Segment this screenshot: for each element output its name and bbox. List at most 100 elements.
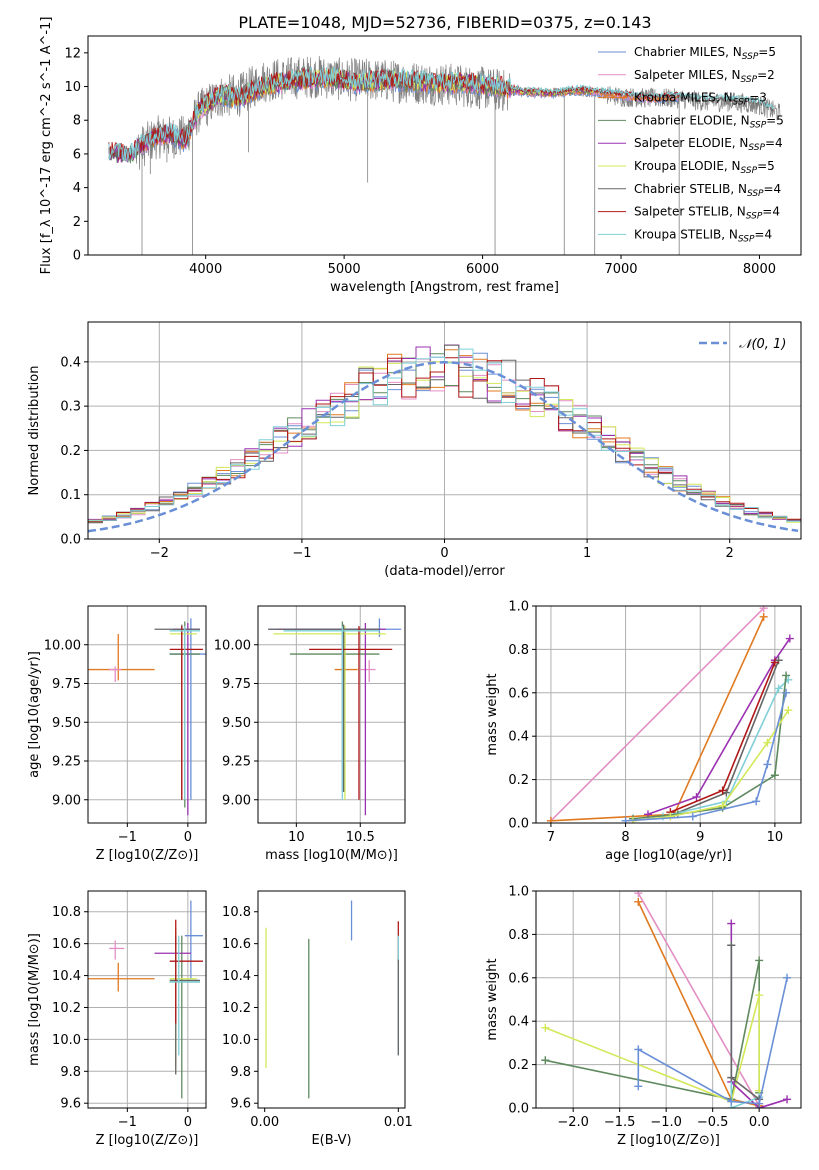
y-tick-label: 10.00: [214, 638, 251, 653]
x-tick-label: 0.0: [749, 1115, 770, 1130]
x-axis-label: Z [log10(Z/Z⊙)]: [617, 1133, 720, 1148]
mass-weight-marker: [621, 816, 630, 823]
y-tick-label: 0.2: [508, 1058, 529, 1073]
y-tick-label: 0.4: [508, 730, 529, 745]
y-tick-label: 9.00: [52, 793, 81, 808]
y-tick-label: 9.50: [222, 716, 251, 731]
mass-weight-marker: [785, 634, 794, 643]
axes-frame: 7 8 9 10 0.0 0.2 0.4 0.6 0.8 1.0: [508, 600, 802, 845]
legend-subscript: SSP: [747, 189, 764, 199]
x-tick-label: 6000: [466, 262, 499, 277]
y-tick-label: 10.00: [44, 638, 81, 653]
mass-weight-marker: [688, 812, 697, 821]
mass-weight-marker: [666, 812, 675, 821]
panel-age_vs_Z: −1 0 9.00 9.25 9.50 9.75 10.00 Z [log10(Z/Z⊙)] a…: [27, 605, 207, 863]
x-tick-label: 4000: [189, 262, 222, 277]
x-tick-label: 1: [583, 546, 591, 561]
mass-weight-marker: [783, 1095, 792, 1104]
y-axis-label: mass [log10(M/M⊙)]: [27, 933, 42, 1066]
mass-weight-marker: [770, 658, 779, 667]
x-axis-label: wavelength [Angstrom, rest frame]: [330, 280, 559, 295]
model-spectrum-kroupa_stelib: [108, 66, 774, 162]
y-tick-label: 8: [73, 114, 81, 129]
legend-subscript: SSP: [741, 166, 758, 176]
mass-weight-marker: [755, 1099, 764, 1108]
legend-subscript: SSP: [748, 143, 765, 153]
y-tick-label: 0.8: [508, 643, 529, 658]
legend-suffix: =4: [754, 227, 772, 241]
legend-entry: Chabrier STELIB, NSSP=4: [634, 182, 781, 199]
mass-weight-marker: [718, 786, 727, 795]
y-axis-label: age [log10(age/yr)]: [27, 651, 42, 778]
legend-suffix: =4: [764, 182, 782, 196]
y-tick-label: 1.0: [508, 600, 529, 615]
legend-suffix: =5: [766, 113, 784, 127]
y-axis-label: Normed distribution: [27, 366, 42, 496]
y-tick-label: 9.6: [230, 1097, 251, 1112]
legend-entry: Kroupa STELIB, NSSP=4: [634, 227, 772, 244]
panel-mass_vs_ebv: 0.00 0.01 9.6 9.8 10.0 10.2 10.4 10.6 10.8 E(B-V): [222, 890, 413, 1148]
x-axis-label: (data-model)/error: [384, 564, 505, 579]
axes-border: [87, 35, 802, 256]
mass-weight-marker: [634, 1045, 643, 1054]
legend-suffix: =5: [758, 45, 776, 59]
x-tick-label: 2: [726, 546, 734, 561]
mass-weight-marker: [727, 919, 736, 928]
mass-weight-marker: [784, 706, 793, 715]
axes-border: [535, 890, 802, 1109]
x-tick-label: 8000: [743, 262, 776, 277]
plot-area: [541, 891, 792, 1108]
x-tick-label: −1: [118, 1115, 137, 1130]
x-axis-label: age [log10(age/yr)]: [605, 848, 732, 863]
y-tick-label: 0.1: [60, 488, 81, 503]
x-axis-label: Z [log10(Z/Z⊙)]: [96, 848, 199, 863]
y-tick-label: 10.0: [52, 1033, 81, 1048]
y-axis-label: mass weight: [485, 958, 500, 1040]
y-tick-label: 0.6: [508, 971, 529, 986]
mass-weight-marker: [763, 738, 772, 747]
axes-border: [87, 890, 207, 1109]
x-tick-label: 10.5: [346, 830, 375, 845]
plot-area: [88, 344, 801, 533]
x-tick-label: −1: [292, 546, 311, 561]
y-tick-label: 0.0: [508, 817, 529, 832]
axes-frame: −1 0 9.00 9.25 9.50 9.75 10.00: [44, 605, 207, 845]
x-axis-label: E(B-V): [311, 1133, 351, 1148]
panel-age_vs_mass: 10 10.5 9.00 9.25 9.50 9.75 10.00 mass [log10(M…: [214, 605, 406, 863]
x-tick-label: −2: [150, 546, 169, 561]
mass-weight-marker: [727, 1097, 736, 1106]
y-tick-label: 10.8: [52, 905, 81, 920]
y-tick-label: 9.25: [52, 755, 81, 770]
x-tick-label: −1.5: [604, 1115, 636, 1130]
y-tick-label: 10.0: [222, 1033, 251, 1048]
y-tick-label: 4: [73, 181, 81, 196]
x-tick-label: −0.5: [697, 1115, 729, 1130]
y-axis-label: mass weight: [485, 673, 500, 755]
y-tick-label: 0.2: [508, 773, 529, 788]
legend-subscript: SSP: [742, 52, 759, 62]
mass-weight-marker: [752, 797, 761, 806]
mass-weight-line: [632, 709, 789, 822]
plot-area: [88, 618, 206, 816]
x-tick-label: 0: [440, 546, 448, 561]
mass-weight-marker: [755, 956, 764, 965]
legend-suffix: =4: [762, 205, 780, 219]
mass-weight-line: [662, 679, 789, 818]
y-tick-label: 10.2: [52, 1001, 81, 1016]
plot-area: [265, 900, 399, 1099]
x-tick-label: 7000: [604, 262, 637, 277]
mass-weight-marker: [774, 684, 783, 693]
panel-massweight_vs_age: 7 8 9 10 0.0 0.2 0.4 0.6 0.8 1.0 age [log10(age/yr…: [485, 600, 802, 863]
panel-residuals: −2 −1 0 1 2 0.0 0.1 0.2 0.3 0.4 (data-model)/error…: [27, 321, 802, 579]
mass-weight-marker: [634, 891, 643, 898]
legend-subscript: SSP: [750, 120, 767, 130]
x-tick-label: 0: [184, 830, 192, 845]
y-tick-label: 9.75: [222, 677, 251, 692]
mass-weight-marker: [727, 1073, 736, 1082]
panel-mass_vs_Z: −1 0 9.6 9.8 10.0 10.2 10.4 10.6 10.8 Z [log10(Z/…: [27, 890, 207, 1148]
mass-weight-marker: [634, 1082, 643, 1091]
y-tick-label: 9.50: [52, 716, 81, 731]
axes-frame: 0.00 0.01 9.6 9.8 10.0 10.2 10.4 10.6 10.8: [222, 890, 413, 1130]
y-tick-label: 10.2: [222, 1001, 251, 1016]
